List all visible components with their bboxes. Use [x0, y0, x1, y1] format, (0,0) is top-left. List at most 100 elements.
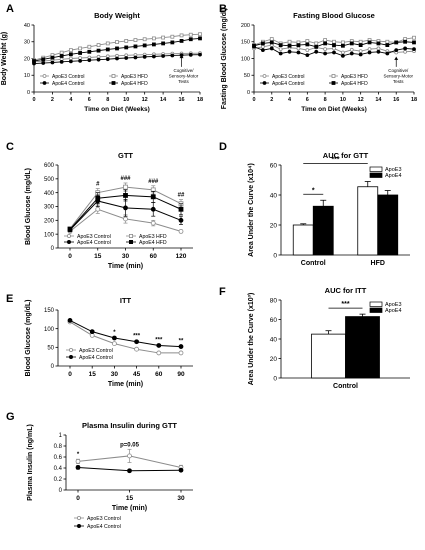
data-point	[96, 43, 101, 47]
significance-marker: ***	[155, 337, 163, 343]
data-point	[269, 40, 274, 45]
data-point	[385, 51, 390, 56]
legend-label: ApoE4 HFD	[341, 81, 368, 87]
data-point	[127, 453, 132, 459]
data-point	[123, 184, 128, 190]
data-point	[287, 39, 292, 44]
chart-title: Fasting Blood Glucose	[293, 11, 375, 20]
x-tick-label: 15	[94, 253, 102, 260]
bar	[292, 224, 314, 256]
legend-label: ApoE4	[385, 308, 402, 314]
series-line	[69, 321, 181, 354]
x-tick-label: 0	[32, 97, 35, 103]
data-point	[349, 41, 354, 46]
data-point	[412, 40, 416, 45]
x-tick-label: 0	[68, 371, 72, 378]
data-point	[260, 48, 265, 53]
legend-marker	[128, 233, 133, 238]
legend-label: ApoE3	[385, 167, 402, 173]
data-point	[403, 39, 408, 44]
y-tick-label: 10	[24, 73, 30, 79]
x-tick-label: 60	[150, 253, 158, 260]
data-point	[134, 339, 140, 345]
data-point	[156, 350, 162, 356]
legend-label: ApoE3 Control	[272, 74, 305, 80]
x-axis-title: Time (min)	[108, 263, 143, 270]
x-tick-label: 60	[155, 371, 163, 378]
data-point	[151, 36, 156, 41]
data-point	[394, 48, 399, 53]
legend-label: ApoE3	[385, 302, 402, 308]
y-tick-label: 100	[241, 56, 250, 62]
data-point	[178, 467, 184, 473]
data-point	[78, 51, 83, 55]
data-point	[124, 45, 129, 50]
x-tick-label: 0	[252, 97, 255, 103]
legend-label: ApoE4 HFD	[121, 81, 148, 87]
legend-marker	[77, 516, 82, 521]
panel-D: 0 20 40 60 Area Under the Curve (x10⁴) AUC fo…	[219, 141, 410, 267]
data-point	[385, 39, 390, 44]
data-point	[124, 56, 129, 60]
data-point	[105, 41, 110, 46]
y-tick-label: 0.4	[54, 466, 63, 472]
data-point	[68, 48, 73, 53]
significance-marker: ***	[331, 157, 339, 164]
significance-marker: ###	[120, 176, 131, 182]
legend-marker	[331, 81, 336, 85]
data-point	[358, 43, 363, 47]
x-axis-title: Time on Diet (Weeks)	[84, 106, 150, 113]
annotation-text: Tests	[393, 79, 404, 84]
y-axis-title: Fasting Blood Glucose (mg/dl)	[221, 8, 228, 110]
y-tick-label: 200	[44, 218, 55, 224]
data-point	[278, 43, 283, 47]
x-tick-label: 12	[142, 97, 148, 103]
y-tick-label: 0.6	[54, 455, 63, 461]
y-tick-label: 20	[270, 356, 278, 363]
data-point	[340, 53, 345, 58]
data-point	[96, 48, 101, 53]
legend-marker	[42, 74, 47, 78]
data-point	[323, 51, 328, 56]
y-tick-label: 0.8	[54, 444, 63, 450]
data-point	[296, 43, 301, 47]
data-point	[150, 220, 156, 226]
legend-label: ApoE3 Control	[77, 234, 111, 240]
data-point	[252, 43, 256, 48]
data-point	[96, 57, 101, 62]
annotation-text: Sensory-Motor	[383, 73, 413, 78]
significance-marker: p=0.05	[120, 442, 140, 448]
data-point	[332, 43, 336, 47]
legend-label: ApoE4 HFD	[139, 240, 167, 246]
data-point	[151, 42, 156, 47]
chart-title: ITT	[120, 296, 132, 305]
data-point	[358, 49, 363, 54]
data-point	[260, 41, 265, 46]
data-point	[323, 38, 328, 42]
data-point	[133, 44, 138, 49]
x-tick-label: Control	[301, 260, 326, 267]
data-point	[68, 59, 73, 64]
data-point	[87, 49, 92, 54]
data-point	[340, 40, 345, 45]
data-point	[150, 194, 156, 200]
x-tick-label: 30	[111, 371, 119, 378]
data-point	[115, 46, 119, 51]
panel-letter: C	[6, 141, 14, 153]
data-point	[323, 41, 328, 46]
legend-swatch	[369, 307, 383, 313]
bar	[345, 316, 380, 379]
data-point	[376, 41, 381, 46]
significance-marker: **	[179, 338, 184, 344]
data-point	[59, 54, 64, 58]
data-point	[188, 32, 193, 37]
y-tick-label: 0	[247, 90, 250, 96]
data-point	[287, 49, 292, 54]
data-point	[87, 58, 92, 63]
data-point	[67, 318, 73, 323]
data-point	[161, 54, 166, 58]
bar	[357, 186, 379, 256]
